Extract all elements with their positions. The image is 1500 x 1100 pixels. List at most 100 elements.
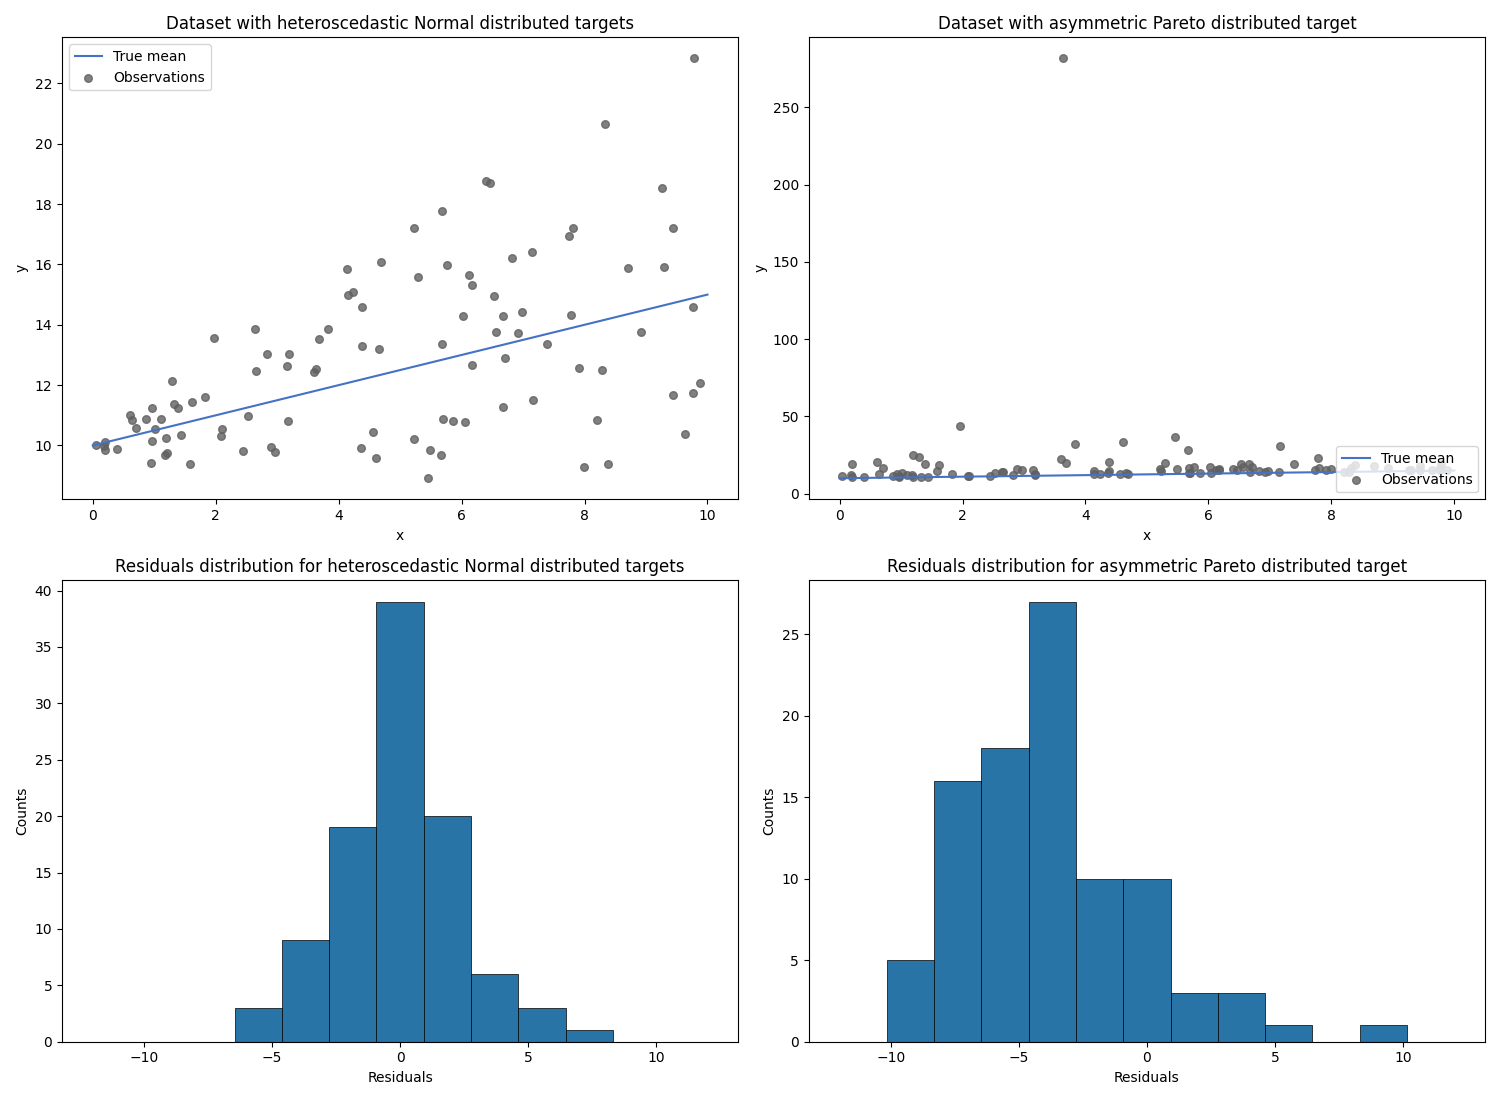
Observations xyxy=(652,258,676,276)
Observations xyxy=(1428,461,1452,478)
Observations xyxy=(957,468,981,485)
Observations xyxy=(350,439,374,456)
Observations xyxy=(1096,464,1120,482)
Observations xyxy=(1304,461,1328,478)
Observations xyxy=(140,431,164,449)
Observations xyxy=(1108,465,1132,483)
Bar xyxy=(423,816,471,1042)
Observations xyxy=(688,374,712,392)
Observations xyxy=(478,174,502,191)
Observations xyxy=(441,412,465,430)
Observations xyxy=(628,323,652,341)
Observations xyxy=(1054,454,1078,472)
Bar xyxy=(981,748,1029,1042)
Observations xyxy=(891,464,915,482)
Observations xyxy=(406,267,430,285)
Observations xyxy=(120,411,144,429)
Observations xyxy=(1178,464,1202,482)
Observations xyxy=(452,308,476,326)
Observations xyxy=(1198,459,1222,476)
Observations xyxy=(682,50,706,67)
Observations xyxy=(1268,437,1292,454)
Observations xyxy=(572,459,596,476)
Observations xyxy=(948,418,972,436)
Bar xyxy=(519,1008,566,1042)
Observations xyxy=(1149,462,1173,480)
Observations xyxy=(274,358,298,375)
Observations xyxy=(1114,464,1138,482)
Observations xyxy=(1282,455,1306,473)
Bar xyxy=(1170,993,1218,1042)
Observations xyxy=(180,393,204,410)
Observations xyxy=(243,320,267,338)
Observations xyxy=(141,399,165,417)
Observations xyxy=(902,447,926,464)
Observations xyxy=(118,406,142,424)
Observations xyxy=(474,173,498,190)
Observations xyxy=(1252,463,1276,481)
Observations xyxy=(93,433,117,451)
Observations xyxy=(596,455,619,473)
Observations xyxy=(615,260,639,277)
Observations xyxy=(556,227,580,244)
Observations xyxy=(340,283,364,300)
Observations xyxy=(940,465,964,483)
Observations xyxy=(909,468,933,485)
Observations xyxy=(458,266,482,284)
Observations xyxy=(880,466,904,484)
Observations xyxy=(1002,465,1026,483)
Observations xyxy=(1200,464,1224,482)
Observations xyxy=(1208,460,1231,477)
Observations xyxy=(585,411,609,429)
Observations xyxy=(351,337,375,354)
Observations xyxy=(262,443,286,461)
Observations xyxy=(316,320,340,338)
Observations xyxy=(1088,465,1112,483)
Observations xyxy=(170,426,194,443)
Y-axis label: Counts: Counts xyxy=(15,786,28,835)
Observations xyxy=(368,341,392,359)
Observations xyxy=(896,466,920,484)
Observations xyxy=(244,362,268,380)
Observations xyxy=(650,179,674,197)
X-axis label: x: x xyxy=(1143,528,1150,542)
X-axis label: x: x xyxy=(396,528,404,542)
Observations xyxy=(1232,458,1256,475)
Observations xyxy=(1048,450,1072,468)
Observations xyxy=(1176,460,1200,477)
Observations xyxy=(864,453,888,471)
Legend: True mean, Observations: True mean, Observations xyxy=(69,44,210,90)
Observations xyxy=(681,384,705,402)
Observations xyxy=(435,256,459,274)
Observations xyxy=(662,386,686,404)
Observations xyxy=(831,468,855,485)
Observations xyxy=(154,444,178,462)
Observations xyxy=(1149,461,1173,478)
Observations xyxy=(1224,461,1248,478)
Observations xyxy=(1188,464,1212,482)
Bar xyxy=(1264,1025,1312,1042)
Observations xyxy=(1052,50,1076,67)
Observations xyxy=(1010,461,1034,478)
Observations xyxy=(1023,466,1047,484)
Bar xyxy=(1076,879,1124,1042)
Observations xyxy=(1336,463,1360,481)
Observations xyxy=(304,360,328,377)
Observations xyxy=(1178,464,1202,482)
Observations xyxy=(926,462,950,480)
Observations xyxy=(867,465,891,483)
Observations xyxy=(886,469,910,486)
Bar xyxy=(566,1031,614,1042)
Bar xyxy=(234,1008,282,1042)
Observations xyxy=(1332,463,1356,481)
Bar xyxy=(934,781,981,1042)
Observations xyxy=(990,463,1014,481)
Y-axis label: y: y xyxy=(15,264,28,273)
Observations xyxy=(336,287,360,305)
Observations xyxy=(430,202,454,220)
Bar xyxy=(471,974,519,1042)
Observations xyxy=(1116,465,1140,483)
Observations xyxy=(1182,459,1206,476)
Observations xyxy=(1096,462,1120,480)
Observations xyxy=(520,243,544,261)
